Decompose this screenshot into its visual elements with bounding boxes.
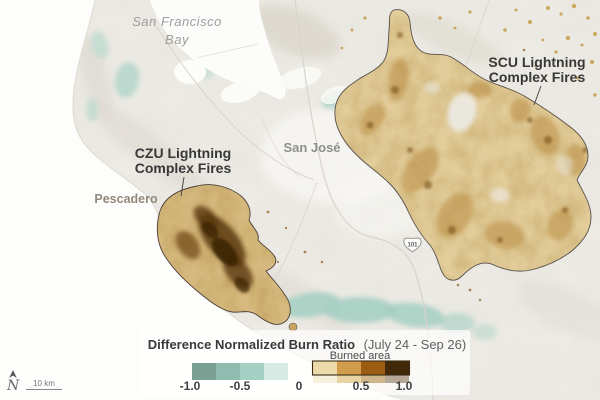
legend-title: Difference Normalized Burn Ratio (July 2…: [148, 336, 466, 353]
fire-labels: CZU Lightning Complex Fires SCU Lightnin…: [135, 54, 586, 197]
legend-tick: -0.5: [230, 379, 251, 393]
legend-swatch: [313, 361, 337, 375]
scale-bar: 10 km: [26, 379, 62, 390]
legend-swatch: [264, 363, 288, 380]
legend: Difference Normalized Burn Ratio (July 2…: [140, 330, 470, 395]
highway-101-label: 101: [407, 243, 418, 249]
legend-swatch: [361, 374, 385, 383]
czu-outlier-patch: [288, 322, 298, 332]
legend-tick: 0.5: [353, 379, 370, 393]
legend-burned-area-label: Burned area: [330, 350, 391, 362]
label-czu-line1: CZU Lightning: [135, 145, 231, 161]
label-sf-bay-line1: San Francisco: [132, 14, 222, 29]
scale-bar-label: 10 km: [33, 379, 55, 388]
pacific-ocean: [0, 0, 405, 400]
legend-burned-muted-swatches: [313, 374, 409, 383]
place-labels: San Francisco Bay San José Pescadero: [94, 14, 340, 206]
legend-swatch: [385, 374, 409, 383]
label-pescadero: Pescadero: [94, 192, 158, 206]
czu-fire-perimeter: [156, 184, 291, 325]
legend-swatch: [313, 374, 337, 383]
legend-swatch: [337, 361, 361, 375]
label-sf-bay-line2: Bay: [165, 32, 190, 47]
north-arrow-icon: N: [6, 370, 20, 394]
legend-burned-swatches: [311, 360, 411, 376]
north-arrow-letter: N: [6, 378, 20, 394]
legend-swatch: [240, 363, 264, 380]
legend-swatch: [361, 361, 385, 375]
legend-tick: 1.0: [396, 379, 413, 393]
label-scu-line1: SCU Lightning: [488, 54, 585, 70]
highway-101-shield-icon: 101: [403, 237, 422, 253]
legend-burned-outline: [311, 360, 411, 376]
scu-fire-perimeter: [334, 9, 592, 281]
sf-bay-water: [150, 0, 350, 105]
label-san-jose: San José: [283, 140, 340, 155]
legend-swatch: [216, 363, 240, 380]
legend-tick: -1.0: [180, 379, 201, 393]
legend-regrowth-swatches: [192, 363, 288, 380]
scu-leader-line: [533, 85, 542, 106]
label-czu-line2: Complex Fires: [135, 160, 232, 176]
legend-ticks: -1.0 -0.5 0 0.5 1.0: [180, 379, 413, 393]
legend-swatch: [337, 374, 361, 383]
legend-swatch: [385, 361, 409, 375]
label-scu-line2: Complex Fires: [489, 69, 586, 85]
czu-leader-line: [180, 176, 185, 197]
legend-tick: 0: [296, 379, 303, 393]
legend-swatch: [192, 363, 216, 380]
